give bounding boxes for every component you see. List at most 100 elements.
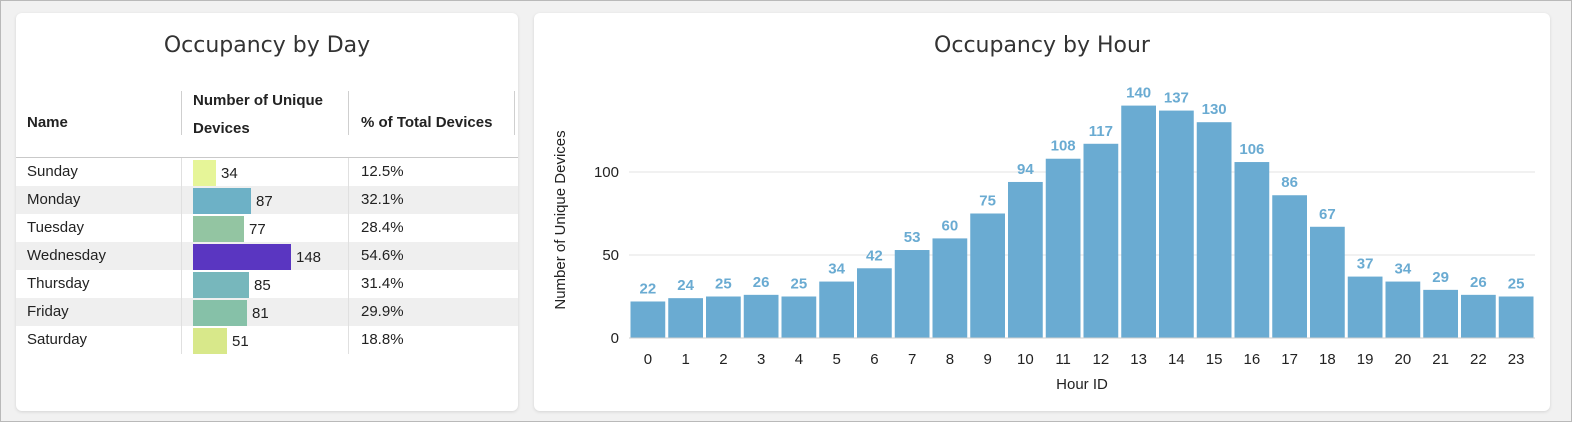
bar-value-label: 75: [979, 193, 996, 210]
table-row[interactable]: Tuesday 77 28.4%: [16, 214, 518, 242]
bar-value-label: 117: [1089, 123, 1113, 140]
hour-bar[interactable]: [1272, 195, 1307, 338]
hour-bar[interactable]: [1234, 162, 1270, 338]
bar-value-label: 34: [1395, 261, 1412, 278]
bar-value-label: 25: [1508, 276, 1525, 293]
bar-value-label: 106: [1239, 141, 1264, 158]
hour-bar[interactable]: [1008, 181, 1043, 338]
bar-value-label: 42: [866, 247, 883, 264]
x-tick-label: 12: [1093, 351, 1110, 368]
bar-value-label: 22: [640, 280, 657, 297]
pct-cell: 29.9%: [361, 303, 404, 320]
table-row[interactable]: Sunday 34 12.5%: [16, 158, 518, 186]
hour-bar[interactable]: [630, 301, 666, 338]
bar-value-label: 140: [1126, 85, 1151, 102]
x-tick-label: 16: [1244, 351, 1261, 368]
x-tick-label: 13: [1130, 351, 1147, 368]
pct-cell: 12.5%: [361, 163, 404, 180]
hour-bar[interactable]: [1045, 158, 1081, 338]
column-header-devices[interactable]: Number of Unique Devices: [193, 87, 323, 157]
y-axis-title: Number of Unique Devices: [552, 130, 569, 309]
hour-bar[interactable]: [1121, 105, 1156, 338]
column-divider[interactable]: [348, 91, 349, 135]
bar-value-label: 86: [1281, 174, 1298, 191]
x-tick-label: 18: [1319, 351, 1336, 368]
hour-bar[interactable]: [857, 268, 892, 338]
day-panel-title: Occupancy by Day: [163, 33, 371, 58]
hour-bar[interactable]: [894, 250, 930, 338]
devices-value: 148: [296, 249, 322, 266]
x-tick-label: 15: [1206, 351, 1223, 368]
x-tick-label: 20: [1395, 351, 1412, 368]
devices-bar: [193, 188, 251, 214]
day-name-cell: Sunday: [27, 163, 78, 180]
table-row[interactable]: Thursday 85 31.4%: [16, 270, 518, 298]
y-tick-label: 100: [594, 164, 619, 181]
hour-bar[interactable]: [743, 294, 779, 338]
devices-value: 51: [232, 333, 249, 350]
x-tick-label: 21: [1432, 351, 1449, 368]
bar-value-label: 26: [753, 274, 770, 291]
x-tick-label: 10: [1017, 351, 1034, 368]
x-axis-title: Hour ID: [1056, 376, 1108, 393]
x-tick-label: 2: [719, 351, 727, 368]
x-tick-label: 22: [1470, 351, 1487, 368]
hour-bar[interactable]: [1083, 143, 1119, 338]
table-row[interactable]: Friday 81 29.9%: [16, 298, 518, 326]
hour-bar[interactable]: [706, 296, 741, 339]
pct-cell: 31.4%: [361, 275, 404, 292]
column-header-pct[interactable]: % of Total Devices: [361, 114, 493, 131]
hour-bar[interactable]: [1385, 281, 1421, 338]
day-name-cell: Friday: [27, 303, 69, 320]
bar-value-label: 53: [904, 229, 921, 246]
column-header-devices-line1: Number of Unique: [193, 92, 323, 109]
bar-value-label: 94: [1017, 161, 1034, 178]
x-tick-label: 0: [644, 351, 652, 368]
column-header-name[interactable]: Name: [27, 114, 68, 131]
y-tick-label: 0: [611, 330, 619, 347]
hour-bar[interactable]: [819, 281, 854, 338]
bar-value-label: 137: [1164, 90, 1189, 107]
devices-value: 34: [221, 165, 238, 182]
hour-bar[interactable]: [1461, 294, 1496, 338]
occupancy-by-hour-panel: Occupancy by Hour 0 50 100 22 0 24 1 25 2 26 3 25 4 3…: [534, 13, 1550, 411]
pct-cell: 18.8%: [361, 331, 404, 348]
devices-value: 85: [254, 277, 271, 294]
pct-cell: 32.1%: [361, 191, 404, 208]
hour-bar[interactable]: [1159, 110, 1194, 338]
devices-value: 77: [249, 221, 266, 238]
column-separator: [181, 158, 182, 354]
hour-bar[interactable]: [1196, 122, 1232, 338]
hour-bar[interactable]: [1498, 296, 1534, 339]
y-tick-label: 50: [602, 247, 619, 264]
hour-bar[interactable]: [932, 238, 968, 338]
hour-bar[interactable]: [781, 296, 817, 339]
day-name-cell: Wednesday: [27, 247, 106, 264]
x-tick-label: 3: [757, 351, 765, 368]
x-tick-label: 19: [1357, 351, 1374, 368]
hour-bar[interactable]: [668, 298, 703, 338]
pct-cell: 28.4%: [361, 219, 404, 236]
hour-bar[interactable]: [1423, 289, 1458, 338]
bar-value-label: 24: [677, 277, 694, 294]
pct-cell: 54.6%: [361, 247, 404, 264]
table-row[interactable]: Saturday 51 18.8%: [16, 326, 518, 354]
bar-value-label: 29: [1432, 269, 1449, 286]
column-divider[interactable]: [514, 91, 515, 135]
table-row[interactable]: Monday 87 32.1%: [16, 186, 518, 214]
x-tick-label: 7: [908, 351, 916, 368]
bar-value-label: 37: [1357, 256, 1374, 273]
bar-value-label: 26: [1470, 274, 1487, 291]
column-divider[interactable]: [181, 91, 182, 135]
x-tick-label: 1: [681, 351, 689, 368]
hour-bar[interactable]: [1347, 276, 1383, 338]
devices-bar: [193, 328, 227, 354]
x-tick-label: 9: [983, 351, 991, 368]
hour-bar[interactable]: [1310, 226, 1345, 338]
devices-value: 81: [252, 305, 269, 322]
devices-bar: [193, 272, 249, 298]
table-row[interactable]: Wednesday 148 54.6%: [16, 242, 518, 270]
bar-value-label: 25: [715, 276, 732, 293]
hour-bar[interactable]: [970, 213, 1005, 339]
devices-bar: [193, 160, 216, 186]
